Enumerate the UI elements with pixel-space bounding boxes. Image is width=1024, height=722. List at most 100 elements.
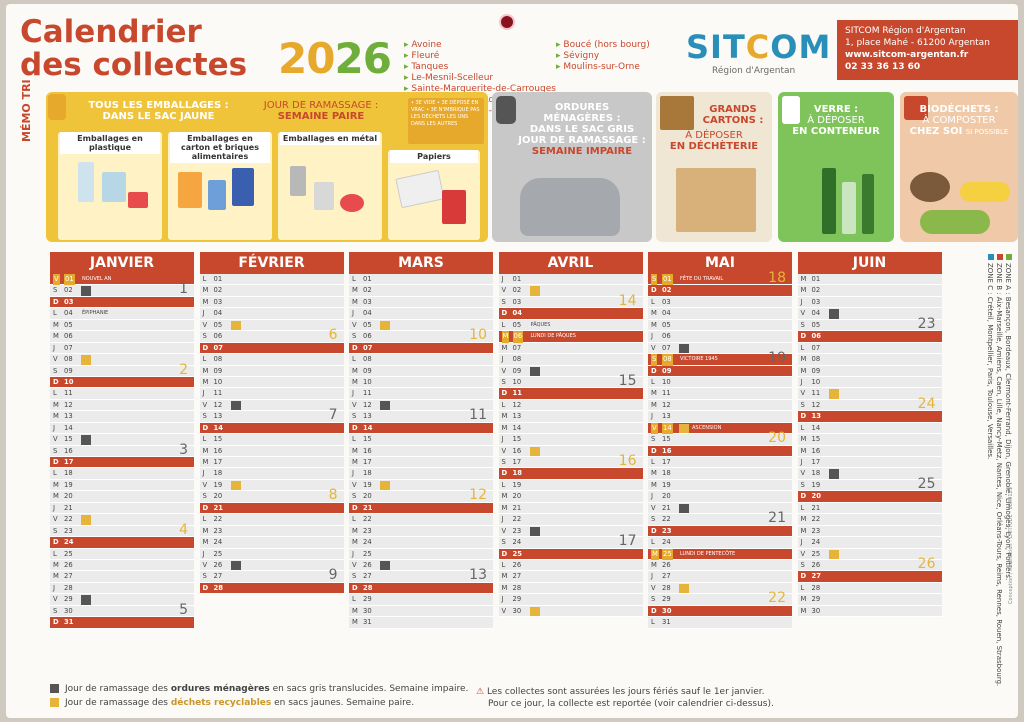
day-row: M 02 xyxy=(797,285,942,297)
day-letter: D xyxy=(651,526,657,535)
week-number: 26 xyxy=(917,555,936,572)
legend-yellow-b: déchets recyclables xyxy=(170,698,272,708)
tri-emballages: TOUS LES EMBALLAGES : DANS LE SAC JAUNE … xyxy=(46,92,488,242)
grey-bag-icon xyxy=(496,96,516,124)
day-letter: D xyxy=(501,389,508,398)
day-row: D 30 xyxy=(648,605,792,618)
day-letter: M xyxy=(651,320,657,329)
day-letter: V xyxy=(800,389,806,398)
day-number: 08 xyxy=(662,354,673,366)
warning-icon: ⚠ xyxy=(476,687,487,697)
day-row: J 14 xyxy=(50,422,194,435)
day-letter: S xyxy=(501,538,506,547)
day-row: V 09 xyxy=(498,365,643,377)
day-row: S 29 22 xyxy=(648,591,792,606)
day-letter: L xyxy=(501,400,506,409)
week-number: 6 xyxy=(328,327,338,344)
day-letter: V xyxy=(651,343,656,352)
day-number: 15 xyxy=(64,435,73,444)
day-letter: D xyxy=(53,297,59,306)
day-number: 21 xyxy=(662,503,671,512)
day-row: V 21 xyxy=(648,502,792,515)
day-number: 15 xyxy=(363,435,372,444)
contact-phone[interactable]: 02 33 36 13 60 xyxy=(845,62,921,72)
day-number: 16 xyxy=(64,446,73,455)
bio-title-4: SI POSSIBLE xyxy=(965,128,1009,136)
day-letter: J xyxy=(501,515,504,524)
day-number: 09 xyxy=(512,366,522,375)
verre-title-1: VERRE : xyxy=(813,104,859,115)
day-letter: S xyxy=(53,366,58,375)
day-row: M 27 xyxy=(498,571,643,583)
day-letter: S xyxy=(352,572,357,581)
day-row: M 16 xyxy=(797,445,942,457)
day-row: L 04 ÉPIPHANIE xyxy=(50,308,194,320)
day-letter: L xyxy=(800,503,805,512)
day-letter: D xyxy=(352,423,358,432)
day-letter: L xyxy=(651,538,655,547)
day-row: S 08 VICTOIRE 1945 19 xyxy=(648,351,792,366)
week-number: 20 xyxy=(768,430,786,447)
day-letter: L xyxy=(352,275,356,283)
day-row: D 25 xyxy=(498,548,643,560)
day-number: 26 xyxy=(64,560,73,569)
day-letter: V xyxy=(651,422,658,435)
yellow-collection-marker xyxy=(230,480,241,491)
day-row: L 10 xyxy=(648,376,792,389)
day-letter: V xyxy=(53,274,60,286)
day-letter: S xyxy=(501,377,506,386)
day-row: S 20 8 xyxy=(199,488,344,503)
day-row: D 20 xyxy=(797,491,942,503)
day-letter: S xyxy=(53,606,58,615)
cardboard-box-icon xyxy=(676,168,756,232)
day-number: 26 xyxy=(213,560,223,569)
day-letter: S xyxy=(800,320,805,329)
day-row: J 07 xyxy=(50,342,194,355)
emballages-title-2: DANS LE SAC JAUNE xyxy=(102,111,215,122)
day-number: 22 xyxy=(64,515,73,524)
holiday-label: LUNDI DE PENTECÔTE xyxy=(680,550,736,557)
day-row: D 09 xyxy=(648,365,792,377)
day-row: M 05 xyxy=(50,319,194,332)
day-letter: J xyxy=(53,343,56,352)
day-row: D 17 xyxy=(50,457,194,469)
day-row: M 23 xyxy=(349,525,493,538)
day-number: 03 xyxy=(512,297,522,306)
day-letter: J xyxy=(651,572,654,581)
day-number: 21 xyxy=(811,503,821,512)
day-number: 22 xyxy=(811,515,821,524)
day-letter: J xyxy=(352,469,355,478)
title-line-2: des collectes xyxy=(20,47,248,83)
legend-grey-b: ordures ménagères xyxy=(170,684,270,694)
day-letter: J xyxy=(501,435,504,444)
day-row: V 28 xyxy=(648,582,792,595)
day-letter: L xyxy=(202,435,207,444)
day-row: L 03 xyxy=(648,296,792,309)
cardboard-icon xyxy=(660,96,694,130)
day-number: 28 xyxy=(811,583,821,592)
week-number: 18 xyxy=(768,270,786,286)
day-row: J 25 xyxy=(199,548,344,560)
day-number: 06 xyxy=(213,332,223,341)
day-number: 14 xyxy=(213,423,223,432)
day-row: J 17 xyxy=(797,457,942,469)
day-row: M 20 xyxy=(498,491,643,503)
day-number: 17 xyxy=(363,458,372,466)
day-letter: D xyxy=(352,583,358,592)
day-number: 26 xyxy=(811,560,821,569)
contact-website[interactable]: www.sitcom-argentan.fr xyxy=(845,50,969,60)
day-letter: D xyxy=(53,458,59,466)
day-letter: J xyxy=(800,458,803,466)
day-row: M 11 xyxy=(648,388,792,400)
day-row: D 23 xyxy=(648,525,792,538)
day-row: D 14 xyxy=(199,422,344,435)
day-row: M 09 xyxy=(349,365,493,377)
day-row: M 05 xyxy=(648,319,792,332)
day-letter: M xyxy=(352,297,358,306)
yellow-collection-marker xyxy=(529,446,540,457)
day-number: 21 xyxy=(213,503,223,512)
day-row: V 12 xyxy=(349,399,493,412)
day-row: S 05 23 xyxy=(797,317,942,332)
day-row: M 17 xyxy=(349,457,493,469)
day-row: S 01 FÊTE DU TRAVAIL 18 xyxy=(648,270,792,286)
